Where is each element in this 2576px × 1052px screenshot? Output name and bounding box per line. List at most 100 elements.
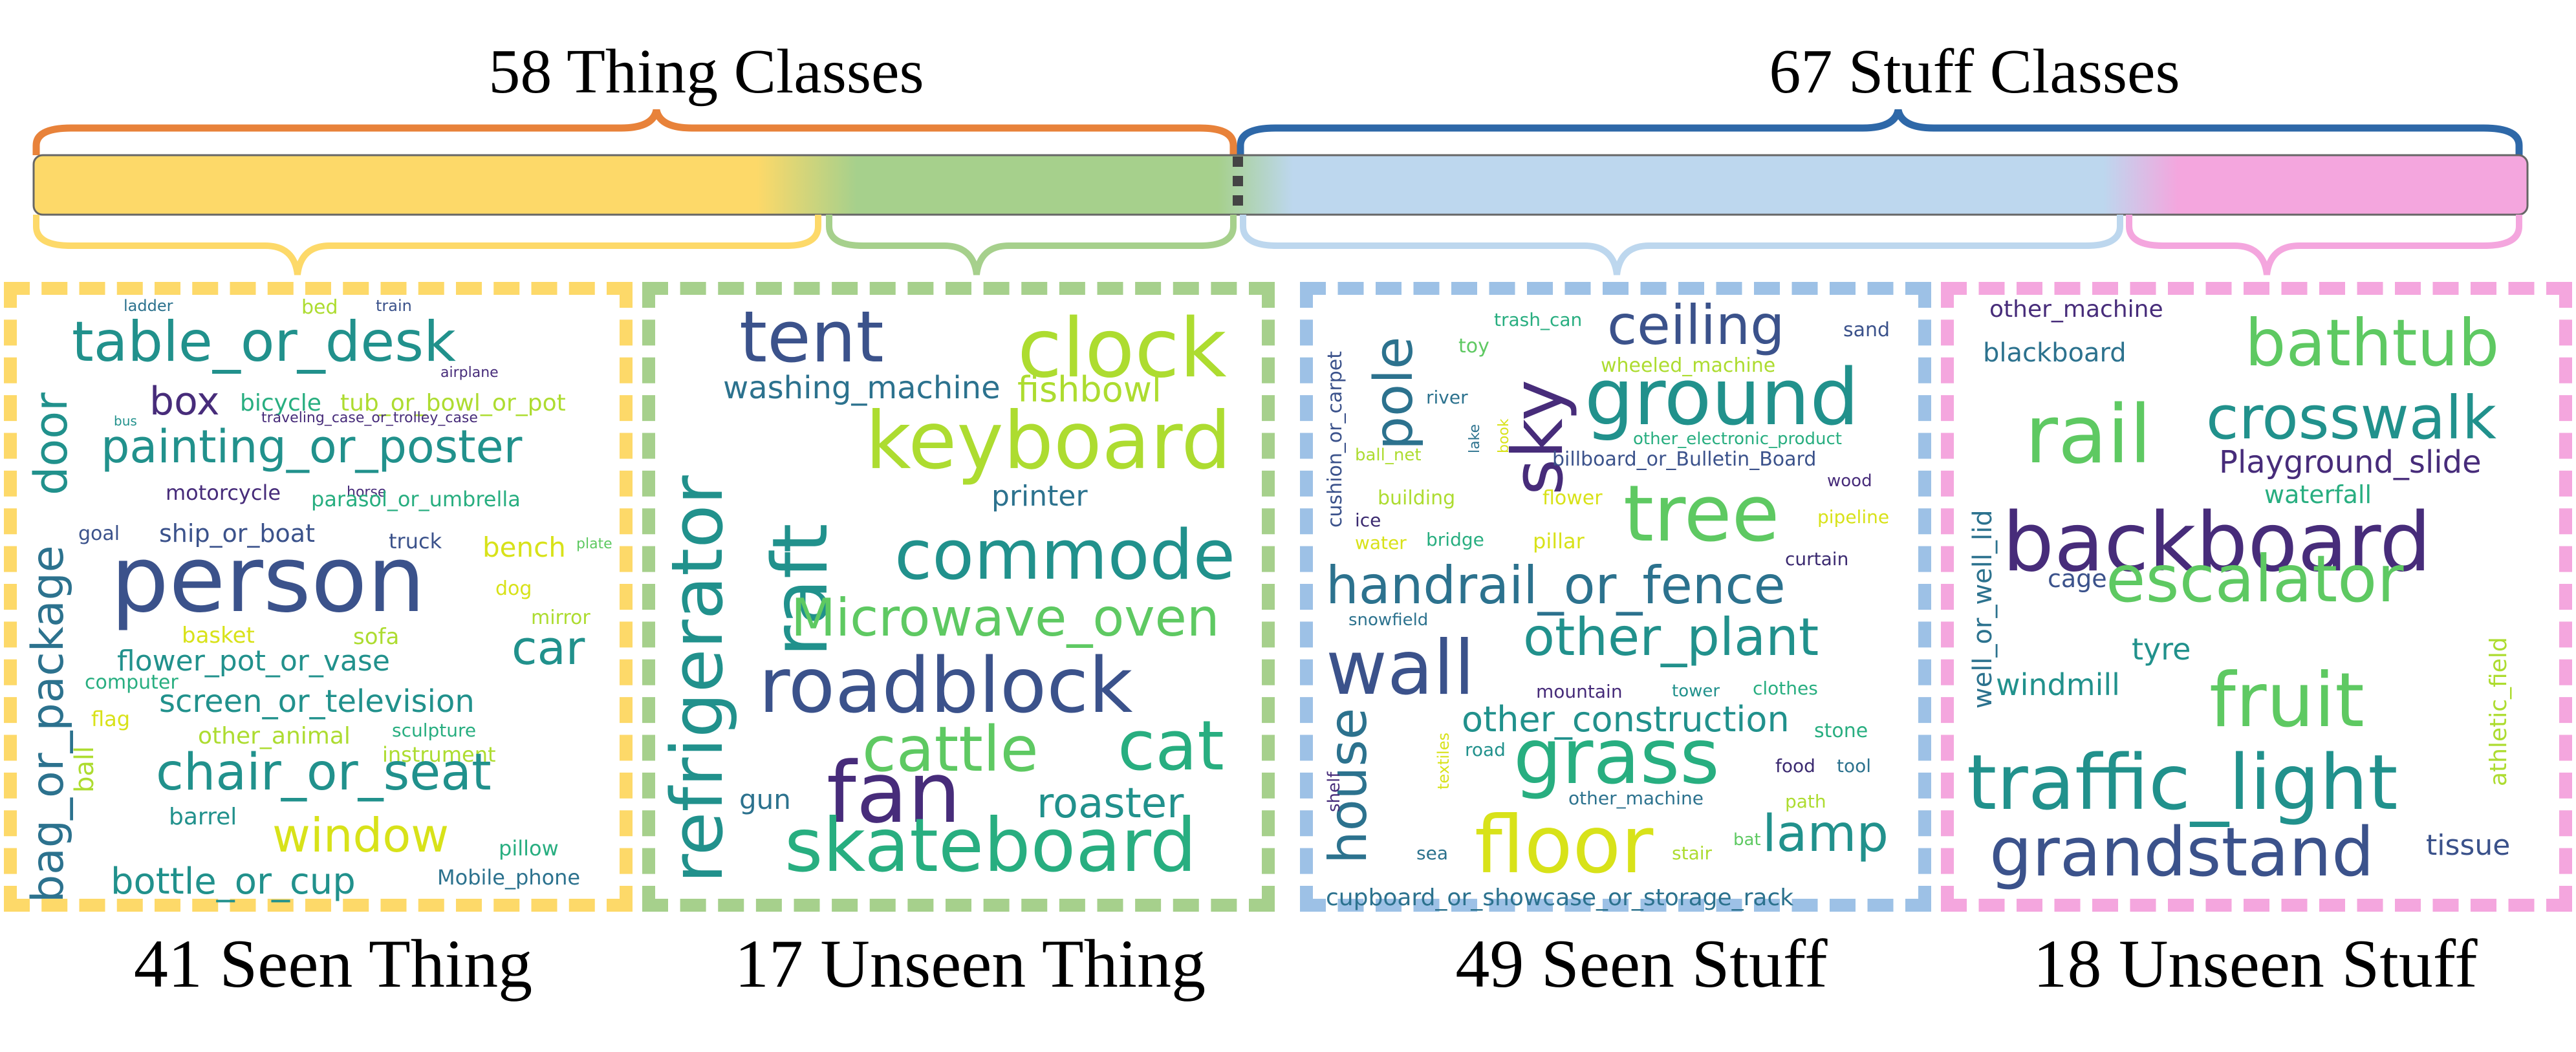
class-split-bar xyxy=(32,154,2529,216)
wordcloud-word: waterfall xyxy=(2264,480,2372,509)
wordcloud-word: fishbowl xyxy=(1017,369,1162,410)
wordcloud-word: mirror xyxy=(531,607,590,629)
wordcloud-word: snowfield xyxy=(1348,610,1429,630)
wordcloud-word: commode xyxy=(894,515,1235,595)
wordcloud-word: computer xyxy=(85,671,179,694)
wordcloud-word: person xyxy=(111,526,426,633)
wordcloud-word: bathtub xyxy=(2245,305,2500,381)
wordcloud-word: other_machine xyxy=(1989,296,2163,323)
wordcloud-word: tub_or_bowl_or_pot xyxy=(340,390,566,416)
wordcloud-word: basket xyxy=(182,623,255,649)
wordcloud-word: ship_or_boat xyxy=(159,519,315,548)
wordcloud-word: tyre xyxy=(2132,632,2191,667)
wordcloud-word: Microwave_oven xyxy=(791,588,1220,648)
wordcloud-word: escalator xyxy=(2106,541,2404,617)
seen-thing-wordcloud: ladder bed train table_or_desk airplane box bi… xyxy=(4,282,633,912)
wordcloud-word: fruit xyxy=(2209,657,2365,744)
wordcloud-word: gun xyxy=(739,784,791,815)
wordcloud-word: printer xyxy=(991,480,1088,513)
wordcloud-word: mountain xyxy=(1536,681,1623,702)
wordcloud-word: cupboard_or_showcase_or_storage_rack xyxy=(1326,885,1794,911)
stuff-classes-brace xyxy=(1237,109,2523,155)
unseen-thing-brace xyxy=(826,215,1237,275)
wordcloud-word: washing_machine xyxy=(723,370,1001,406)
wordcloud-word: airplane xyxy=(440,365,499,381)
wordcloud-word: wheeled_machine xyxy=(1601,354,1776,377)
wordcloud-word: tree xyxy=(1623,469,1780,559)
wordcloud-word: handrail_or_fence xyxy=(1326,555,1786,616)
wordcloud-word: tool xyxy=(1837,755,1872,777)
wordcloud-word: flower_pot_or_vase xyxy=(117,645,390,678)
wordcloud-word: other_machine xyxy=(1568,788,1704,809)
wordcloud-word: path xyxy=(1785,791,1826,812)
wordcloud-word: water xyxy=(1355,532,1407,553)
wordcloud-word: river xyxy=(1426,387,1468,408)
unseen-stuff-label: 18 Unseen Stuff xyxy=(2033,926,2478,1002)
wordcloud-word: Mobile_phone xyxy=(437,865,581,890)
wordcloud-word: door xyxy=(25,392,78,495)
wordcloud-word: grandstand xyxy=(1989,813,2375,892)
wordcloud-word: goal xyxy=(78,522,120,545)
wordcloud-word: bottle_or_cup xyxy=(111,861,356,903)
wordcloud-word: sky xyxy=(1498,380,1579,495)
wordcloud-word: building xyxy=(1378,487,1456,510)
wordcloud-word: road xyxy=(1465,739,1506,760)
wordcloud-word: blackboard xyxy=(1983,338,2127,368)
wordcloud-word: rail xyxy=(2025,389,2152,482)
wordcloud-word: flower xyxy=(1542,487,1603,510)
thing-classes-brace xyxy=(32,109,1237,155)
wordcloud-word: pole xyxy=(1363,336,1425,450)
wordcloud-word: barrel xyxy=(169,804,237,830)
wordcloud-word: dog xyxy=(495,577,532,600)
wordcloud-word: roaster xyxy=(1037,780,1184,828)
seen-stuff-wordcloud: trash_can ceiling sand cushion_or_carpet toy… xyxy=(1300,282,1931,912)
wordcloud-word: skateboard xyxy=(785,802,1197,888)
wordcloud-word: toy xyxy=(1458,335,1489,358)
wordcloud-word: well_or_well_lid xyxy=(1968,510,1998,709)
wordcloud-word: motorcycle xyxy=(166,480,281,505)
seen-stuff-brace xyxy=(1240,215,2123,275)
wordcloud-word: food xyxy=(1775,755,1815,777)
wordcloud-word: cushion_or_carpet xyxy=(1324,350,1347,528)
wordcloud-word: bus xyxy=(114,413,137,429)
thing-classes-title: 58 Thing Classes xyxy=(488,37,924,107)
wordcloud-word: instrument xyxy=(382,742,496,767)
wordcloud-word: tissue xyxy=(2426,829,2511,862)
wordcloud-word: wall xyxy=(1326,625,1475,712)
unseen-thing-label: 17 Unseen Thing xyxy=(734,926,1206,1002)
wordcloud-word: lamp xyxy=(1762,805,1889,863)
wordcloud-word: backboard xyxy=(2002,495,2432,590)
wordcloud-word: other_animal xyxy=(198,723,351,749)
wordcloud-word: sculpture xyxy=(392,720,477,741)
wordcloud-word: keyboard xyxy=(865,395,1231,487)
wordcloud-word: book xyxy=(1496,418,1512,453)
wordcloud-word: sea xyxy=(1416,843,1448,864)
wordcloud-word: box xyxy=(149,379,220,424)
wordcloud-word: cattle xyxy=(862,713,1039,786)
wordcloud-word: shelf xyxy=(1325,771,1344,812)
wordcloud-word: traffic_light xyxy=(1967,738,2398,827)
wordcloud-word: refrigerator xyxy=(656,475,739,883)
wordcloud-word: stair xyxy=(1672,843,1713,864)
wordcloud-word: Playground_slide xyxy=(2219,444,2482,480)
unseen-stuff-wordcloud: other_machine blackboard bathtub rail crossw… xyxy=(1941,282,2572,912)
seen-thing-label: 41 Seen Thing xyxy=(133,926,533,1002)
wordcloud-word: flag xyxy=(91,707,131,731)
wordcloud-word: table_or_desk xyxy=(72,310,456,374)
wordcloud-word: wood xyxy=(1827,471,1872,491)
wordcloud-word: stone xyxy=(1814,720,1868,742)
wordcloud-word: bench xyxy=(482,531,566,563)
wordcloud-word: car xyxy=(512,621,585,675)
wordcloud-word: trash_can xyxy=(1494,309,1583,330)
wordcloud-word: plate xyxy=(576,536,612,552)
wordcloud-word: floor xyxy=(1475,799,1654,891)
wordcloud-word: crosswalk xyxy=(2206,383,2496,453)
wordcloud-word: windmill xyxy=(1996,667,2120,702)
wordcloud-word: train xyxy=(376,297,412,315)
seen-thing-brace xyxy=(33,215,821,275)
wordcloud-word: clothes xyxy=(1753,678,1818,699)
wordcloud-word: bicycle xyxy=(240,390,321,416)
wordcloud-word: ball_net xyxy=(1355,445,1422,465)
wordcloud-word: cat xyxy=(1118,706,1224,786)
